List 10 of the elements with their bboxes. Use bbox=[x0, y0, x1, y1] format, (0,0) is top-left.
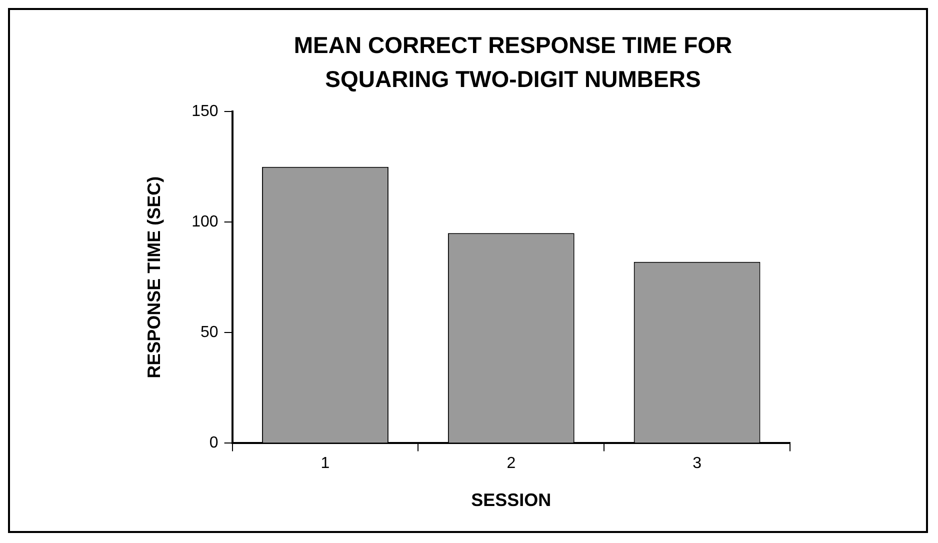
x-axis-title: SESSION bbox=[471, 490, 552, 510]
y-tick-label: 50 bbox=[200, 324, 218, 342]
y-tick-label: 100 bbox=[192, 214, 218, 231]
y-axis-title: RESPONSE TIME (SEC) bbox=[144, 176, 164, 378]
chart-title: MEAN CORRECT RESPONSE TIME FOR SQUARING TWO-DIGIT NUMBERS bbox=[292, 31, 734, 94]
x-tick-label: 3 bbox=[692, 455, 702, 472]
y-tick-label: 0 bbox=[209, 434, 218, 452]
x-tick-label: 2 bbox=[506, 455, 516, 472]
x-tick-label: 1 bbox=[320, 455, 330, 472]
y-tick-label: 150 bbox=[192, 103, 218, 120]
